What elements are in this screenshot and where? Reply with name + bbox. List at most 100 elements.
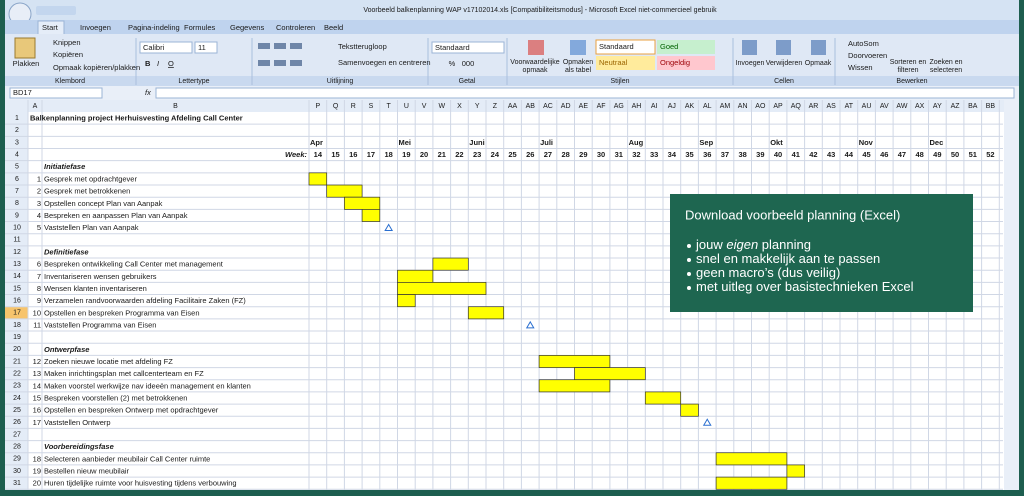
task-name: Gesprek met betrokkenen bbox=[44, 187, 130, 196]
week-number: 51 bbox=[969, 150, 977, 159]
milestone bbox=[702, 418, 712, 426]
task-number: 20 bbox=[33, 479, 41, 488]
style-label[interactable]: Goed bbox=[660, 42, 678, 51]
style-good[interactable] bbox=[657, 40, 715, 54]
style-label[interactable]: Neutraal bbox=[599, 58, 628, 67]
button-label[interactable]: als tabel bbox=[565, 67, 592, 74]
column-header: AI bbox=[651, 103, 658, 110]
button-label[interactable]: filteren bbox=[897, 67, 918, 74]
week-number: 46 bbox=[880, 150, 888, 159]
gantt-bar bbox=[574, 367, 646, 381]
button-label[interactable]: Samenvoegen en centreren bbox=[338, 58, 431, 67]
sheet: A B P Q R S T U V W X Y Z AA AB AC AD AE AF AG AH AI AJ AK AL AM A… bbox=[5, 100, 1003, 490]
callout-box[interactable] bbox=[670, 194, 973, 312]
bullet-text[interactable]: snel en makkelijk aan te passen bbox=[696, 251, 880, 266]
button-label[interactable]: Wissen bbox=[848, 63, 873, 72]
button-label[interactable]: Opmaken bbox=[563, 59, 593, 66]
week-number: 31 bbox=[615, 150, 623, 159]
bullet-part: eigen bbox=[726, 237, 758, 252]
italic-button[interactable]: I bbox=[157, 59, 159, 68]
style-label[interactable]: Standaard bbox=[599, 42, 634, 51]
button-label[interactable]: Voorwaardelijke bbox=[510, 59, 560, 66]
row-header: 24 bbox=[13, 395, 21, 402]
week-number: 37 bbox=[721, 150, 729, 159]
thousands-button[interactable]: 000 bbox=[462, 59, 475, 68]
task-name: Verzamelen randvoorwaarden afdeling Faci… bbox=[44, 296, 246, 305]
week-number: 42 bbox=[809, 150, 817, 159]
button-label[interactable]: Tekstterugloop bbox=[338, 42, 387, 51]
number-format-box[interactable] bbox=[431, 41, 505, 54]
column-header: P bbox=[316, 103, 321, 110]
row-header: 25 bbox=[13, 407, 21, 414]
callout-title[interactable]: Download voorbeeld planning (Excel) bbox=[685, 207, 900, 222]
font-size[interactable]: 11 bbox=[198, 43, 206, 52]
button-label[interactable]: Zoeken en bbox=[929, 59, 962, 66]
button-label[interactable]: Invoegen bbox=[736, 60, 765, 67]
style-bad[interactable] bbox=[657, 56, 715, 70]
month-label: Nov bbox=[859, 138, 874, 147]
column-header: AO bbox=[755, 103, 766, 110]
milestone bbox=[384, 223, 394, 232]
week-number: 29 bbox=[579, 150, 587, 159]
task-name: Zoeken nieuwe locatie met afdeling FZ bbox=[44, 357, 173, 366]
style-label[interactable]: Ongeldig bbox=[660, 58, 690, 67]
button-label[interactable]: Doorvoeren bbox=[848, 51, 887, 60]
button-label[interactable]: Sorteren en bbox=[890, 59, 927, 66]
row-header: 31 bbox=[13, 480, 21, 487]
sheet-title: Balkenplanning project Herhuisvesting Af… bbox=[30, 114, 243, 123]
font-name[interactable]: Calibri bbox=[143, 43, 165, 52]
row-header: 7 bbox=[15, 188, 19, 195]
bullet-text[interactable]: met uitleg over basistechnieken Excel bbox=[696, 279, 914, 294]
underline-button[interactable]: O bbox=[168, 59, 174, 68]
week-number: 40 bbox=[774, 150, 782, 159]
button-label[interactable]: Kopiëren bbox=[53, 50, 83, 59]
button-label[interactable]: Opmaak kopiëren/plakken bbox=[53, 63, 140, 72]
button-label[interactable]: opmaak bbox=[523, 67, 548, 74]
percent-button[interactable]: % bbox=[449, 59, 456, 68]
name-box-value[interactable]: BD17 bbox=[13, 88, 32, 97]
column-header: AQ bbox=[791, 103, 802, 110]
week-number: 34 bbox=[668, 150, 677, 159]
button-label[interactable]: Opmaak bbox=[805, 60, 832, 67]
week-number: 41 bbox=[792, 150, 800, 159]
style-neutral[interactable] bbox=[596, 56, 655, 70]
button-label[interactable]: selecteren bbox=[930, 67, 962, 74]
ribbon-tab[interactable]: Beeld bbox=[324, 23, 343, 32]
week-number: 25 bbox=[508, 150, 516, 159]
scrollbar[interactable] bbox=[1004, 100, 1019, 490]
week-number: 33 bbox=[650, 150, 658, 159]
ribbon-tab[interactable]: Pagina-indeling bbox=[128, 23, 180, 32]
bullet-text[interactable]: jouw eigen planning bbox=[695, 237, 811, 252]
style-standard[interactable] bbox=[595, 39, 656, 55]
row-header: 19 bbox=[13, 334, 21, 341]
gantt-bar bbox=[397, 269, 434, 283]
ribbon-tab[interactable]: Formules bbox=[184, 23, 216, 32]
paste-icon[interactable] bbox=[14, 37, 36, 59]
formula-input[interactable] bbox=[155, 87, 1015, 99]
ribbon-tab[interactable]: Start bbox=[42, 23, 59, 32]
button-label[interactable]: Plakken bbox=[13, 59, 40, 68]
month-label: Sep bbox=[699, 138, 713, 147]
bullet-text[interactable]: geen macro’s (dus veilig) bbox=[696, 265, 840, 280]
ribbon-tab[interactable]: Controleren bbox=[276, 23, 315, 32]
quick-access[interactable] bbox=[36, 6, 76, 15]
column-header: AA bbox=[508, 103, 518, 110]
font-box[interactable] bbox=[139, 41, 193, 54]
bold-button[interactable]: B bbox=[145, 59, 151, 68]
button-label[interactable]: Verwijderen bbox=[766, 60, 803, 67]
column-header: T bbox=[387, 103, 392, 110]
row-header: 14 bbox=[13, 273, 21, 280]
column-header: AM bbox=[720, 103, 731, 110]
size-box[interactable] bbox=[194, 41, 218, 54]
number-format[interactable]: Standaard bbox=[435, 43, 470, 52]
ribbon-tab[interactable]: Gegevens bbox=[230, 23, 264, 32]
button-label[interactable]: AutoSom bbox=[848, 39, 879, 48]
column-header: AC bbox=[543, 103, 553, 110]
row-header: 10 bbox=[13, 224, 21, 231]
ribbon-tab[interactable]: Invoegen bbox=[80, 23, 111, 32]
name-box[interactable] bbox=[9, 87, 103, 99]
row-header: 13 bbox=[13, 261, 21, 268]
button-label[interactable]: Knippen bbox=[53, 38, 81, 47]
week-number: 17 bbox=[367, 150, 375, 159]
bullet-dot bbox=[687, 286, 691, 290]
